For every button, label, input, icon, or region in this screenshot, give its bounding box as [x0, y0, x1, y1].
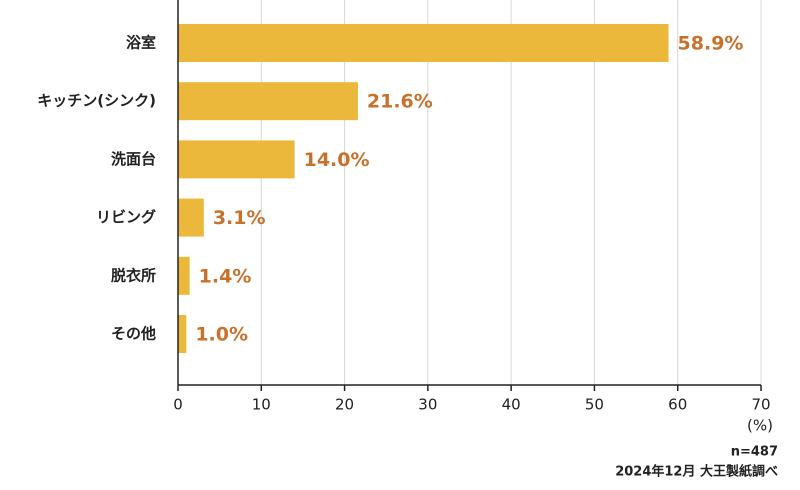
source: 2024年12月 大王製紙調べ	[615, 464, 778, 480]
x-axis-label: (%)	[747, 417, 773, 435]
value-label: 1.4%	[199, 265, 252, 287]
y-tick-label: 浴室	[126, 34, 156, 52]
x-tick-label: 10	[252, 396, 271, 414]
value-label: 58.9%	[678, 33, 744, 55]
value-label: 14.0%	[304, 149, 370, 171]
bar	[178, 315, 187, 353]
value-label: 1.0%	[195, 324, 248, 346]
x-tick-label: 60	[668, 396, 687, 414]
bar	[178, 140, 295, 179]
bar	[178, 198, 204, 237]
y-tick-label: 洗面台	[111, 150, 156, 168]
x-tick-label: 50	[585, 396, 604, 414]
y-tick-label: リビング	[96, 208, 156, 226]
sample-size: n=487	[731, 445, 778, 460]
x-tick-label: 0	[173, 396, 183, 414]
bar	[178, 82, 358, 121]
x-tick-label: 30	[418, 396, 437, 414]
bar	[178, 24, 669, 62]
y-tick-label: キッチン(シンク)	[37, 92, 156, 110]
x-tick-label: 40	[502, 396, 521, 414]
y-tick-label: 脱衣所	[111, 266, 156, 284]
value-label: 3.1%	[213, 207, 266, 229]
bar	[178, 256, 190, 295]
y-tick-label: その他	[111, 325, 156, 343]
x-tick-label: 20	[335, 396, 354, 414]
value-label: 21.6%	[367, 91, 433, 113]
x-tick-label: 70	[751, 396, 770, 414]
